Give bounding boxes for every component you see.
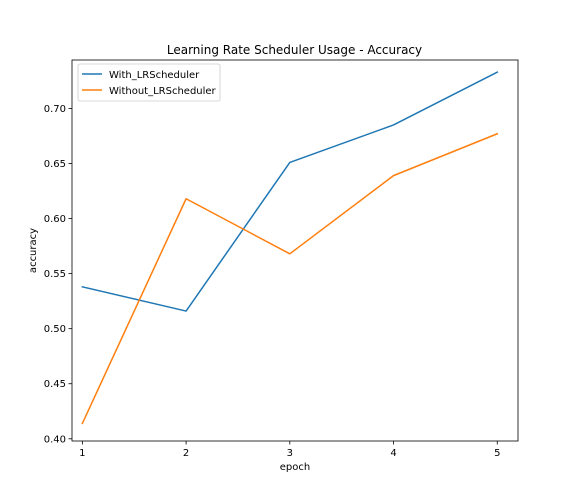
legend-label-without-lrscheduler: Without_LRScheduler bbox=[109, 86, 217, 97]
legend: With_LRScheduler Without_LRScheduler bbox=[78, 64, 220, 101]
y-tick-label: 0.65 bbox=[44, 159, 66, 170]
x-tick-label: 2 bbox=[183, 448, 189, 459]
x-tick-label: 5 bbox=[494, 448, 500, 459]
y-tick-label: 0.50 bbox=[44, 324, 66, 335]
y-tick-label: 0.60 bbox=[44, 214, 66, 225]
y-tick-label: 0.55 bbox=[44, 269, 66, 280]
x-axis-label: epoch bbox=[280, 462, 310, 473]
x-tick-label: 4 bbox=[390, 448, 396, 459]
y-tick-label: 0.70 bbox=[44, 104, 66, 115]
y-axis-label: accuracy bbox=[28, 228, 39, 273]
legend-label-with-lrscheduler: With_LRScheduler bbox=[109, 70, 200, 81]
chart-title: Learning Rate Scheduler Usage - Accuracy bbox=[167, 43, 422, 57]
y-tick-label: 0.40 bbox=[44, 434, 66, 445]
x-tick-label: 1 bbox=[79, 448, 85, 459]
y-tick-label: 0.45 bbox=[44, 379, 66, 390]
x-tick-label: 3 bbox=[287, 448, 293, 459]
